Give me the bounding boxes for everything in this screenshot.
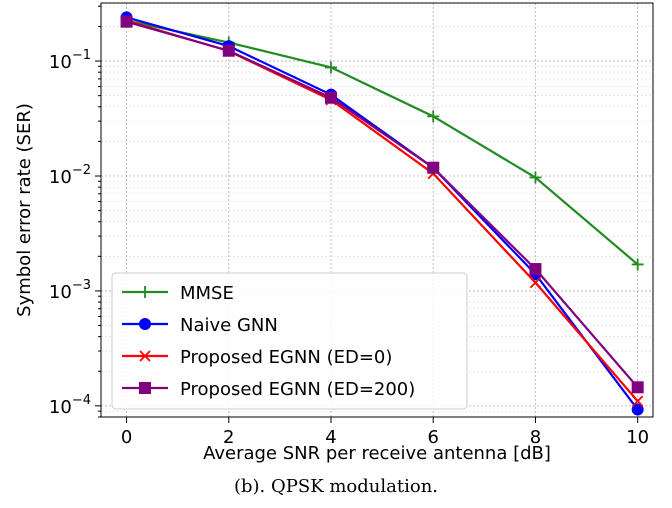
- data-point: [139, 318, 151, 330]
- legend-label: Proposed EGNN (ED=200): [180, 379, 415, 400]
- series-mmse: [120, 14, 644, 271]
- x-tick-label: 4: [325, 427, 336, 448]
- series-layer: [120, 11, 644, 416]
- data-point: [139, 286, 151, 298]
- x-tick-label: 10: [626, 427, 649, 448]
- x-tick-label: 0: [121, 427, 132, 448]
- data-point: [529, 277, 542, 289]
- data-point: [139, 350, 151, 362]
- ser-chart: 0 2 4 6 8 10 10−1 10−2 10−3 10−4 Average SNR per …: [14, 2, 654, 464]
- figure-caption: (b). QPSK modulation.: [233, 476, 439, 497]
- data-point: [631, 258, 644, 271]
- x-tick-label: 6: [427, 427, 438, 448]
- legend-label: Proposed EGNN (ED=0): [180, 347, 392, 368]
- legend-box: [111, 272, 468, 410]
- data-point: [529, 263, 542, 276]
- data-point: [325, 61, 337, 74]
- y-tick-label: 10−1: [49, 48, 91, 73]
- y-tick-label: 10−2: [49, 163, 91, 188]
- data-point: [325, 91, 337, 104]
- series-line: [126, 19, 639, 266]
- legend-item: Proposed EGNN (ED=0): [122, 347, 392, 368]
- legend-label: MMSE: [180, 283, 234, 304]
- legend-label: Naive GNN: [180, 315, 278, 336]
- data-point: [631, 381, 644, 394]
- legend: MMSE Naive GNN Proposed EGNN (ED=0) Propose…: [111, 272, 468, 410]
- y-tick-label: 10−3: [49, 278, 91, 303]
- data-point: [427, 110, 440, 123]
- data-point: [631, 403, 644, 416]
- legend-item: Proposed EGNN (ED=200): [122, 379, 415, 400]
- axis-ticks: 0 2 4 6 8 10 10−1 10−2 10−3 10−4: [49, 5, 649, 448]
- series-proposed-egnn-ed-200: [120, 15, 644, 394]
- x-tick-label: 2: [223, 427, 234, 448]
- series-line: [126, 20, 639, 389]
- data-point: [427, 161, 440, 174]
- legend-item: MMSE: [122, 283, 234, 304]
- x-axis-label: Average SNR per receive antenna [dB]: [203, 443, 551, 464]
- y-axis-label: Symbol error rate (SER): [14, 103, 35, 317]
- data-point: [139, 382, 151, 394]
- plot-frame: [100, 2, 654, 418]
- data-point: [222, 44, 235, 57]
- data-point: [529, 171, 542, 184]
- series-line: [126, 16, 639, 411]
- legend-item: Naive GNN: [122, 315, 278, 336]
- x-tick-label: 8: [530, 427, 541, 448]
- y-tick-label: 10−4: [49, 393, 91, 418]
- data-point: [632, 395, 644, 407]
- data-point: [120, 15, 133, 28]
